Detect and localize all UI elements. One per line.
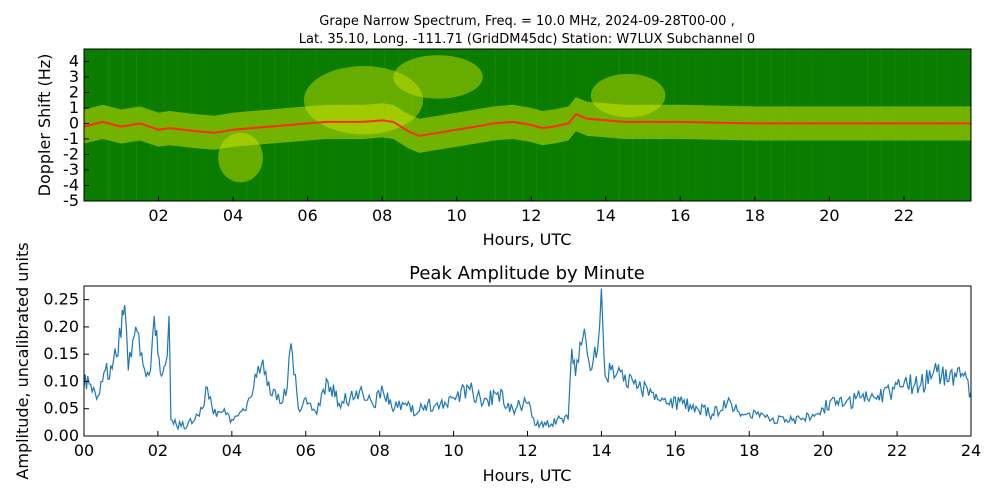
bottom-x-tick-label: 02 [148, 441, 168, 460]
top-x-tick-label: 10 [447, 206, 467, 225]
top-x-tick-label: 14 [596, 206, 616, 225]
bottom-x-ticks: 00 02 04 06 08 10 12 14 16 18 20 22 24 [74, 431, 981, 460]
top-y-tick-label: -2 [63, 144, 79, 163]
top-y-tick-label: -1 [63, 129, 79, 148]
top-y-tick-label: 2 [69, 82, 79, 101]
bottom-x-tick-label: 00 [74, 441, 94, 460]
top-y-axis-label: Doppler Shift (Hz) [35, 54, 54, 197]
amplitude-series-line [83, 288, 972, 431]
bottom-y-tick-label: 0.00 [43, 426, 79, 445]
top-title-line1: Grape Narrow Spectrum, Freq. = 10.0 MHz,… [319, 14, 734, 29]
bottom-x-axis-label: Hours, UTC [483, 466, 572, 485]
top-x-tick-label: 16 [670, 206, 690, 225]
top-x-tick-label: 08 [372, 206, 392, 225]
top-x-axis-label: Hours, UTC [483, 230, 572, 249]
bottom-x-tick-label: 20 [813, 441, 833, 460]
bottom-x-tick-label: 22 [887, 441, 907, 460]
top-y-tick-label: 0 [69, 113, 79, 132]
top-x-tick-label: 20 [819, 206, 839, 225]
bottom-y-tick-label: 0.05 [43, 399, 79, 418]
top-y-tick-label: 4 [69, 51, 79, 70]
bottom-x-tick-label: 10 [443, 441, 463, 460]
bottom-title: Peak Amplitude by Minute [409, 263, 645, 284]
bottom-y-tick-label: 0.15 [43, 344, 79, 363]
bottom-x-tick-label: 06 [296, 441, 316, 460]
top-y-tick-label: 1 [69, 98, 79, 117]
spectrogram-blob-3 [218, 132, 263, 183]
bottom-x-tick-label: 14 [591, 441, 611, 460]
bottom-x-tick-label: 04 [222, 441, 242, 460]
bottom-y-tick-label: 0.25 [43, 290, 79, 309]
top-x-ticks: 02 04 06 08 10 12 14 16 18 20 22 [148, 196, 914, 225]
top-y-tick-label: 3 [69, 67, 79, 86]
spectrogram-blob-2 [590, 73, 666, 118]
top-x-tick-label: 02 [148, 206, 168, 225]
top-plot-frame [83, 48, 972, 202]
bottom-y-ticks: 0.00 0.05 0.10 0.15 0.20 0.25 [43, 290, 89, 445]
bottom-x-tick-label: 08 [369, 441, 389, 460]
top-x-tick-label: 18 [745, 206, 765, 225]
top-y-tick-label: -5 [63, 191, 79, 210]
spectrogram-blob-0 [303, 66, 424, 135]
bottom-y-tick-label: 0.20 [43, 317, 79, 336]
top-y-tick-label: -4 [63, 175, 79, 194]
bottom-x-tick-label: 24 [961, 441, 981, 460]
top-y-tick-label: -3 [63, 160, 79, 179]
top-x-tick-label: 12 [521, 206, 541, 225]
bottom-y-axis-label: Amplitude, uncalibrated units [13, 242, 32, 479]
bottom-y-tick-label: 0.10 [43, 371, 79, 390]
top-title-line2: Lat. 35.10, Long. -111.71 (GridDM45dc) S… [299, 32, 755, 47]
doppler-peak-trace [83, 112, 971, 137]
top-x-tick-label: 06 [297, 206, 317, 225]
spectrogram-blob-1 [393, 55, 483, 99]
bottom-x-tick-label: 18 [739, 441, 759, 460]
top-x-tick-label: 22 [894, 206, 914, 225]
bottom-x-tick-label: 16 [665, 441, 685, 460]
bottom-x-tick-label: 12 [517, 441, 537, 460]
spectrogram [83, 49, 971, 201]
top-x-tick-label: 04 [223, 206, 243, 225]
